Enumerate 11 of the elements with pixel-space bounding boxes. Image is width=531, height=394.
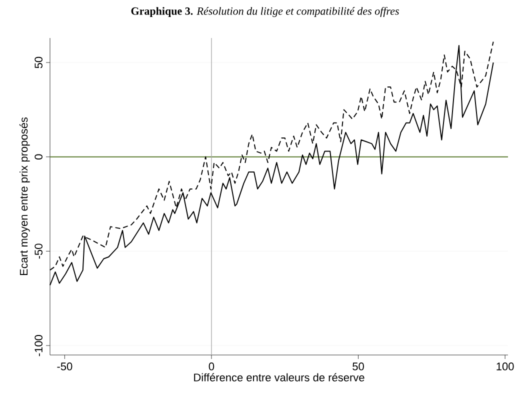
- x-tick-label: 50: [352, 362, 364, 370]
- x-axis-title: Différence entre valeurs de réserve: [194, 373, 364, 382]
- x-tick-label: 0: [208, 362, 214, 370]
- y-tick-label: -100: [34, 334, 42, 356]
- x-tick-label: 100: [496, 362, 514, 370]
- y-tick-label: 0: [34, 154, 42, 160]
- y-tick-label: -50: [34, 244, 42, 259]
- y-axis-title: Ecart moyen entre prix proposés: [19, 117, 30, 276]
- x-tick-label: -50: [57, 362, 72, 370]
- y-tick-label: 50: [34, 56, 42, 68]
- chart-title: Graphique 3. Résolution du litige et compatibilité des offres: [131, 6, 399, 18]
